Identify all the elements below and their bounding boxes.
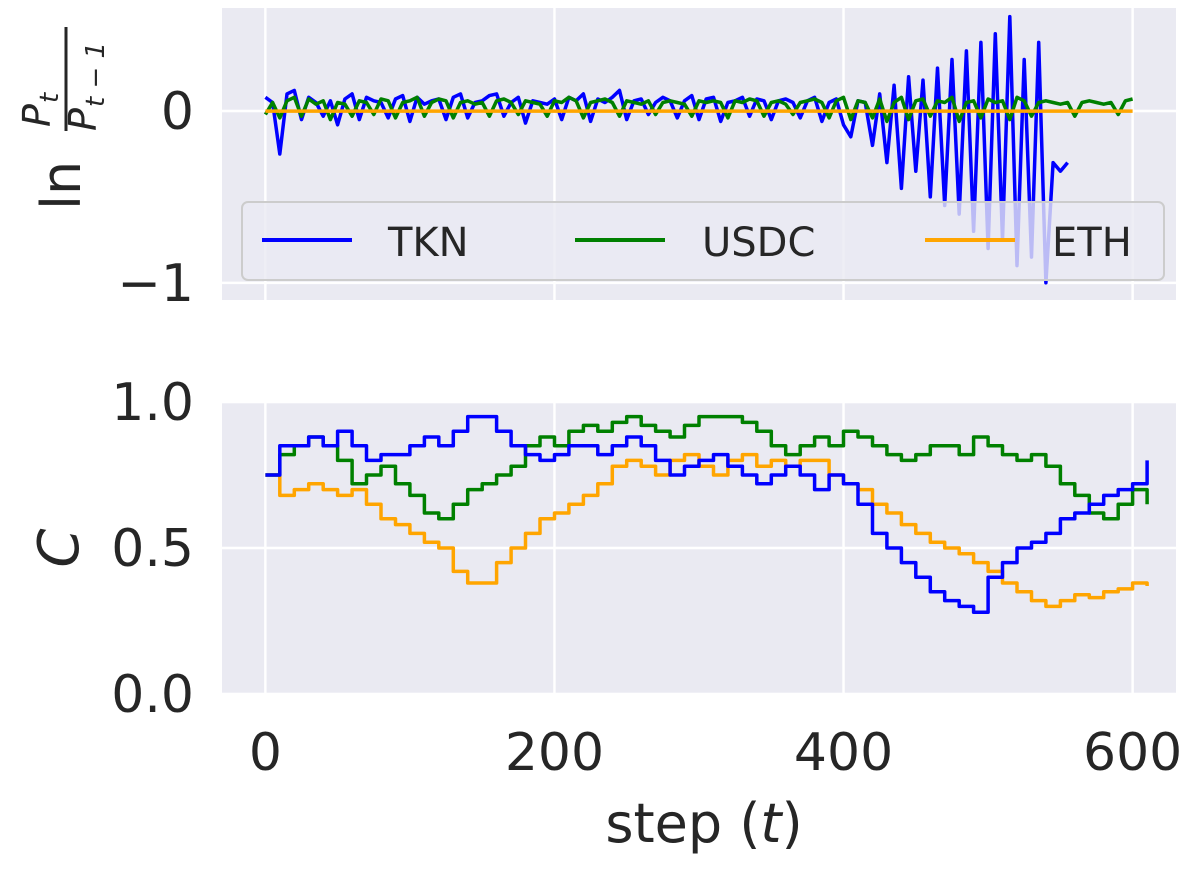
- c-series-tkn: [265, 414, 1149, 614]
- returns-y-axis-label: ln P t P t − 1: [15, 27, 111, 210]
- legend-box: [241, 201, 1165, 281]
- ylabel-numerator: P: [15, 104, 59, 127]
- returns-y-tick-labels: 0 −1: [117, 82, 194, 314]
- returns-series-usdc: [263, 95, 1134, 124]
- returns-ytick-label: 0: [161, 82, 194, 142]
- xlabel-suffix: ): [782, 792, 803, 855]
- c-y-axis-label: C: [27, 528, 92, 567]
- legend: TKN USDC ETH: [241, 201, 1165, 281]
- c-grid: [222, 400, 1176, 696]
- ylabel-numerator-sub: t: [35, 92, 65, 103]
- legend-label-eth: ETH: [1052, 220, 1132, 266]
- legend-label-tkn: TKN: [387, 220, 469, 266]
- c-panel: 0.0 0.5 1.0 0 200 400 600 C step (t): [27, 373, 1182, 855]
- returns-panel: 0 −1 ln P t P t − 1 TKN USDC ETH: [15, 8, 1176, 314]
- c-ytick-label: 0.0: [111, 665, 194, 725]
- c-xtick-label: 200: [505, 723, 604, 783]
- returns-series-layer: [263, 14, 1134, 285]
- xlabel-prefix: step (: [605, 792, 760, 855]
- c-xtick-label: 600: [1083, 723, 1182, 783]
- legend-label-usdc: USDC: [702, 220, 815, 266]
- ylabel-denominator: P: [61, 108, 105, 131]
- c-xtick-label: 400: [794, 723, 893, 783]
- c-x-tick-labels: 0 200 400 600: [249, 723, 1182, 783]
- c-ytick-label: 1.0: [111, 373, 194, 433]
- c-y-tick-labels: 0.0 0.5 1.0: [111, 373, 194, 725]
- xlabel-var: t: [760, 792, 783, 855]
- x-axis-label: step (t): [605, 792, 802, 855]
- c-series-eth: [265, 452, 1149, 609]
- ylabel-ln: ln: [30, 161, 93, 210]
- returns-series-tkn: [264, 14, 1069, 285]
- ylabel-denominator-sub: t − 1: [81, 42, 111, 107]
- c-ytick-label: 0.5: [111, 519, 194, 579]
- c-series-usdc: [265, 414, 1149, 521]
- c-xtick-label: 0: [249, 723, 282, 783]
- returns-ytick-label: −1: [117, 254, 194, 314]
- c-series-layer: [265, 414, 1149, 614]
